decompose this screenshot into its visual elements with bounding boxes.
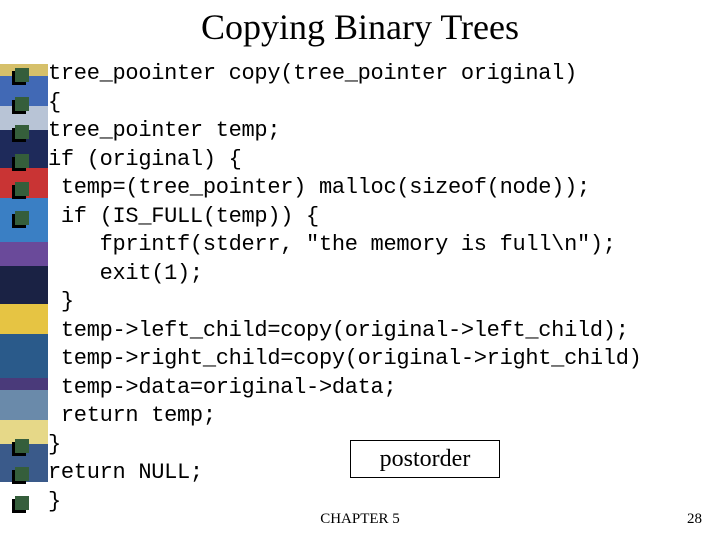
bullet-icon	[8, 264, 30, 293]
postorder-label: postorder	[380, 446, 471, 473]
slide: Copying Binary Trees tree_poointer copy(…	[0, 0, 720, 540]
bullet-icon	[8, 235, 30, 264]
bullet-icon	[8, 207, 30, 236]
bullet-icon	[8, 292, 30, 321]
postorder-callout: postorder	[350, 440, 500, 478]
chapter-label: CHAPTER 5	[0, 511, 720, 528]
bullet-icon	[8, 406, 30, 435]
bullet-icon	[8, 349, 30, 378]
bullet-icon	[8, 178, 30, 207]
bullet-icon	[8, 321, 30, 350]
bullet-icon	[8, 435, 30, 464]
bullet-icon	[8, 463, 30, 492]
bullet-column	[8, 64, 30, 520]
slide-title: Copying Binary Trees	[0, 0, 720, 52]
page-number: 28	[687, 511, 702, 528]
bullet-icon	[8, 93, 30, 122]
bullet-icon	[8, 121, 30, 150]
bullet-icon	[8, 378, 30, 407]
bullet-icon	[8, 64, 30, 93]
bullet-icon	[8, 150, 30, 179]
